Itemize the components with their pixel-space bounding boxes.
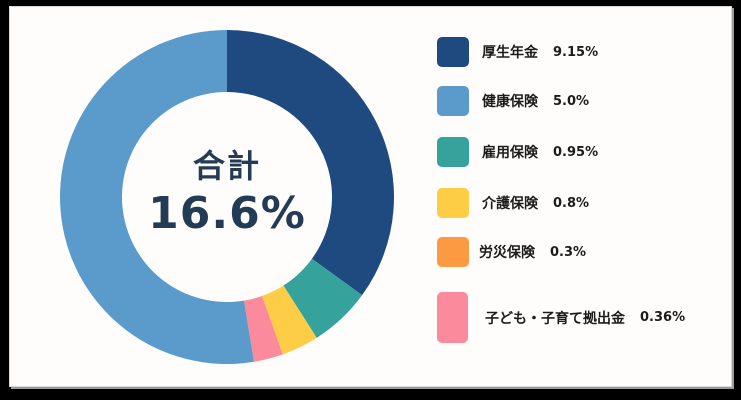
legend-item-kenko-hoken: 健康保険 5.0% [437, 86, 589, 116]
donut-segment [283, 258, 363, 338]
legend-value: 9.15% [553, 44, 599, 60]
legend-label: 健康保険 [482, 94, 538, 110]
legend-swatch [437, 237, 469, 267]
legend-value: 0.3% [550, 244, 587, 260]
legend-label: 雇用保険 [482, 145, 538, 161]
legend-swatch [437, 86, 469, 116]
legend-swatch [437, 188, 469, 218]
legend-label: 介護保険 [482, 196, 538, 212]
legend-label: 厚生年金 [482, 45, 538, 61]
legend-label: 労災保険 [479, 245, 535, 261]
legend-value: 0.36% [640, 310, 686, 325]
legend-swatch [437, 37, 469, 67]
legend-swatch [437, 137, 469, 167]
legend-value: 0.8% [553, 195, 590, 211]
center-title: 合計 [192, 147, 261, 185]
legend-swatch [437, 292, 468, 343]
center-total-value: 16.6% [148, 188, 306, 239]
legend-value: 0.95% [553, 144, 599, 160]
legend-item-kosei-nenkin: 厚生年金 9.15% [437, 37, 598, 67]
legend-item-kaigo-hoken: 介護保険 0.8% [437, 188, 589, 218]
legend-label: 子ども・子育て拠出金 [485, 310, 625, 327]
donut-segment [60, 30, 254, 364]
donut-segment [227, 30, 395, 296]
donut-segment [262, 285, 317, 355]
legend-value: 5.0% [553, 93, 590, 109]
legend-item-kodomo-kyoshutsukin: 子ども・子育て拠出金 0.36% [437, 292, 685, 343]
legend-item-koyo-hoken: 雇用保険 0.95% [437, 137, 598, 167]
legend-item-rosai-hoken: 労災保険 0.3% [437, 237, 586, 267]
donut-segment [243, 295, 283, 362]
